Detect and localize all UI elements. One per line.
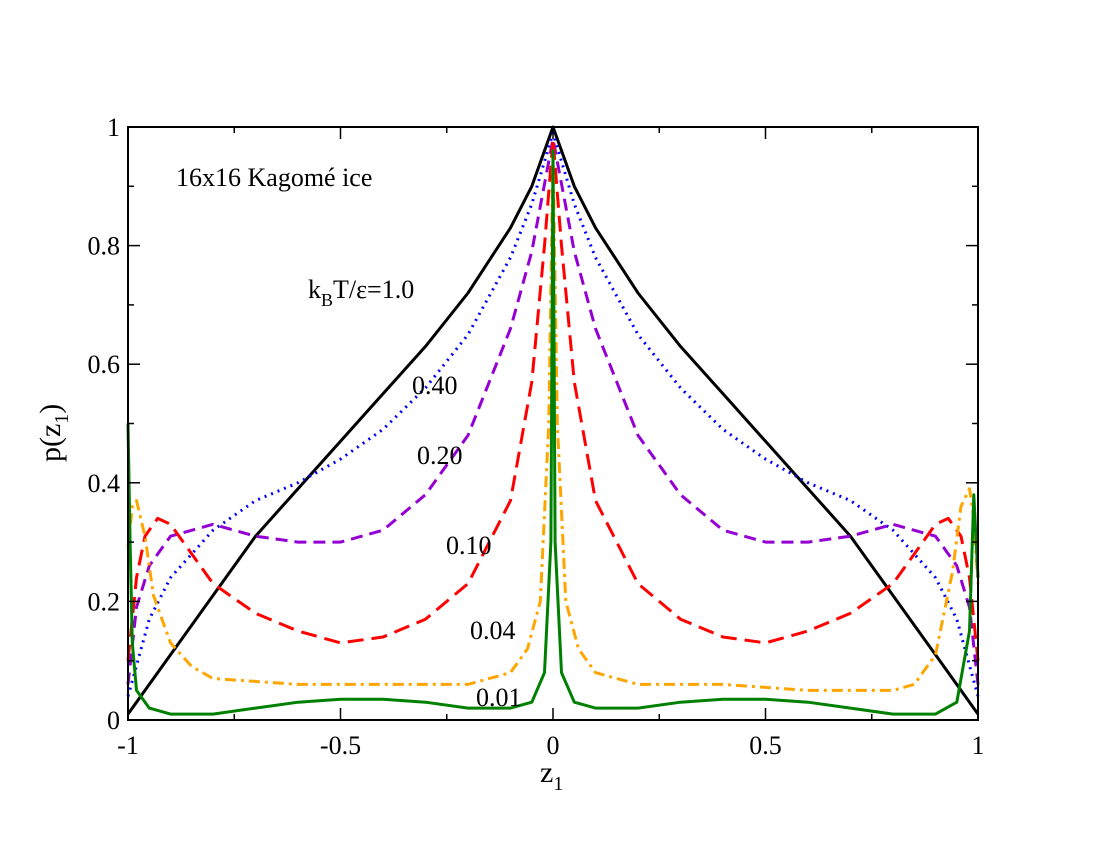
curve-label-kbt-sub: B — [321, 290, 333, 310]
y-axis-label-sub: 1 — [51, 414, 73, 424]
curve-label-0-10: 0.10 — [446, 531, 492, 560]
y-axis-label: p(z1) — [34, 404, 73, 462]
y-tick-label: 0.8 — [88, 232, 121, 261]
curve-label-0-01: 0.01 — [476, 683, 522, 712]
curve-label-0-20: 0.20 — [417, 441, 463, 470]
ticks-layer — [127, 126, 979, 721]
y-axis-label-tail: ) — [34, 404, 67, 414]
curve-label-kbt-pre: k — [308, 275, 321, 304]
curve-label-0-40: 0.40 — [412, 371, 458, 400]
y-axis-label-base: p(z — [34, 424, 67, 462]
x-axis-label-base: z — [540, 756, 553, 789]
x-tick-label: -0.5 — [320, 731, 361, 760]
x-tick-label: 0 — [547, 731, 560, 760]
y-tick-label: 0.2 — [88, 587, 121, 616]
chart-title: 16x16 Kagomé ice — [176, 163, 372, 192]
curve-label-0-04: 0.04 — [470, 616, 516, 645]
tick-labels-layer: -1 -0.5 0 0.5 1 0 0.2 0.4 0.6 0.8 1 — [88, 113, 985, 760]
x-tick-label: 0.5 — [749, 731, 782, 760]
y-tick-label: 0 — [107, 706, 120, 735]
x-axis-label: z1 — [540, 756, 563, 795]
curve-label-kbt-post: T/ε=1.0 — [333, 275, 414, 304]
x-axis-label-sub: 1 — [553, 773, 563, 795]
y-tick-label: 1 — [107, 113, 120, 142]
x-tick-label: 1 — [972, 731, 985, 760]
y-tick-label: 0.4 — [88, 469, 121, 498]
series-line-2 — [126, 137, 980, 685]
series-line-5 — [126, 149, 980, 716]
x-tick-label: -1 — [117, 731, 139, 760]
y-tick-label: 0.6 — [88, 350, 121, 379]
curve-label-kbt-1-0: kBT/ε=1.0 — [308, 275, 414, 310]
